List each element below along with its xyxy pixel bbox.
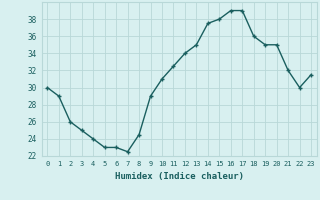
X-axis label: Humidex (Indice chaleur): Humidex (Indice chaleur) (115, 172, 244, 181)
